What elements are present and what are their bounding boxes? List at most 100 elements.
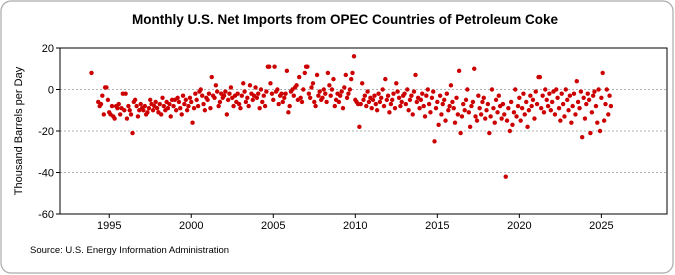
data-point xyxy=(491,105,496,111)
data-point xyxy=(439,112,444,117)
data-point xyxy=(328,93,333,98)
data-point xyxy=(217,99,223,105)
data-point xyxy=(405,87,410,92)
data-point xyxy=(195,103,201,109)
data-point xyxy=(214,89,220,94)
data-point xyxy=(517,95,522,101)
source-note: Source: U.S. Energy Information Administ… xyxy=(30,245,229,256)
data-point xyxy=(478,112,484,117)
data-point xyxy=(313,103,318,109)
data-point xyxy=(342,85,347,90)
data-point xyxy=(343,72,348,78)
data-point xyxy=(179,112,184,117)
data-point xyxy=(104,85,109,90)
data-point xyxy=(377,99,383,105)
data-point xyxy=(521,91,526,96)
data-point xyxy=(588,130,593,136)
data-point xyxy=(473,114,478,119)
data-point xyxy=(465,87,470,92)
data-point xyxy=(544,97,549,103)
data-point xyxy=(336,99,342,105)
data-point xyxy=(480,99,485,105)
data-point xyxy=(409,93,414,98)
data-point xyxy=(514,114,519,119)
data-point xyxy=(577,105,582,111)
data-point xyxy=(338,93,343,98)
data-point xyxy=(124,116,130,121)
data-point xyxy=(276,101,281,107)
data-point xyxy=(489,87,495,92)
data-point xyxy=(157,101,162,107)
data-point xyxy=(462,108,467,113)
data-point xyxy=(132,97,138,103)
data-point xyxy=(312,99,317,105)
data-point xyxy=(373,101,379,107)
data-point xyxy=(571,91,577,96)
data-point xyxy=(503,174,508,179)
data-point xyxy=(522,112,527,117)
data-point xyxy=(585,91,590,96)
data-point xyxy=(339,89,344,94)
data-point xyxy=(493,97,499,103)
data-point xyxy=(321,87,326,92)
data-point xyxy=(570,103,575,109)
data-point xyxy=(447,103,452,109)
data-point xyxy=(563,87,568,92)
data-point xyxy=(511,110,517,115)
data-point xyxy=(540,93,545,98)
data-point xyxy=(148,97,153,103)
data-point xyxy=(597,128,603,134)
data-point xyxy=(350,70,355,76)
data-point xyxy=(559,91,564,96)
data-point xyxy=(286,110,291,115)
data-point xyxy=(383,76,388,82)
data-point xyxy=(403,101,409,107)
data-point xyxy=(130,130,135,136)
data-point xyxy=(186,103,191,109)
data-point xyxy=(145,110,150,115)
data-point xyxy=(448,83,454,88)
data-point xyxy=(582,116,588,121)
data-point xyxy=(213,83,219,88)
data-point xyxy=(425,87,431,92)
data-point xyxy=(212,95,217,101)
data-point xyxy=(364,103,369,109)
data-point xyxy=(566,108,571,113)
data-point xyxy=(242,89,247,94)
data-point xyxy=(470,99,476,105)
data-point xyxy=(127,108,132,113)
data-point xyxy=(194,97,199,103)
data-point xyxy=(584,101,589,107)
data-point xyxy=(391,91,396,96)
data-point xyxy=(599,95,604,101)
data-point xyxy=(325,70,331,76)
data-point xyxy=(413,72,418,78)
data-point xyxy=(428,110,433,115)
data-point xyxy=(384,97,389,103)
data-point xyxy=(153,99,158,105)
chart-title: Monthly U.S. Net Imports from OPEC Count… xyxy=(132,12,559,27)
data-point xyxy=(269,91,275,96)
data-point xyxy=(159,112,164,117)
data-point xyxy=(435,99,440,105)
data-point xyxy=(348,76,354,82)
data-point xyxy=(176,99,182,105)
data-point xyxy=(175,95,180,101)
data-point xyxy=(173,108,179,113)
x-tick-label: 1995 xyxy=(97,220,121,232)
data-point xyxy=(502,112,507,117)
data-point xyxy=(596,87,601,92)
data-point xyxy=(431,89,436,94)
data-point xyxy=(395,89,400,94)
data-point xyxy=(579,135,585,140)
data-point xyxy=(399,99,404,105)
data-point xyxy=(440,101,445,107)
x-tick-label: 2000 xyxy=(179,220,203,232)
data-point xyxy=(398,103,403,109)
data-point xyxy=(167,101,172,107)
data-point xyxy=(477,105,482,111)
data-point xyxy=(410,112,415,117)
data-point xyxy=(370,97,376,103)
data-point xyxy=(601,118,607,123)
data-point xyxy=(327,83,332,88)
